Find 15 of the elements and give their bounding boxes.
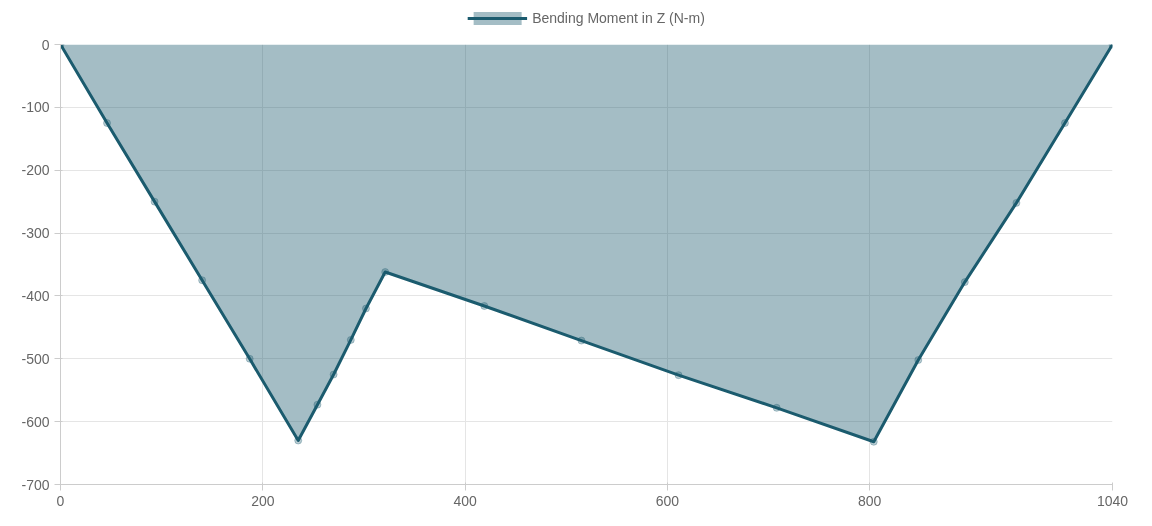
y-tick-label: -200: [21, 162, 50, 179]
x-tick-label: 1040: [1096, 492, 1129, 509]
y-tick-label: -500: [21, 350, 50, 367]
x-tick-label: 0: [56, 492, 65, 509]
y-tick-label: -700: [21, 476, 50, 493]
y-tick-label: 0: [41, 36, 50, 53]
legend-label: Bending Moment in Z (N-m): [532, 10, 705, 26]
x-tick-label: 200: [251, 492, 275, 509]
x-tick-label: 600: [655, 492, 680, 509]
y-tick-label: -600: [21, 413, 50, 430]
x-tick-label: 400: [453, 492, 478, 509]
x-tick-label: 800: [858, 492, 882, 509]
y-tick-label: -100: [21, 99, 50, 116]
y-tick-label: -400: [21, 287, 50, 304]
y-tick-label: -300: [21, 225, 50, 242]
